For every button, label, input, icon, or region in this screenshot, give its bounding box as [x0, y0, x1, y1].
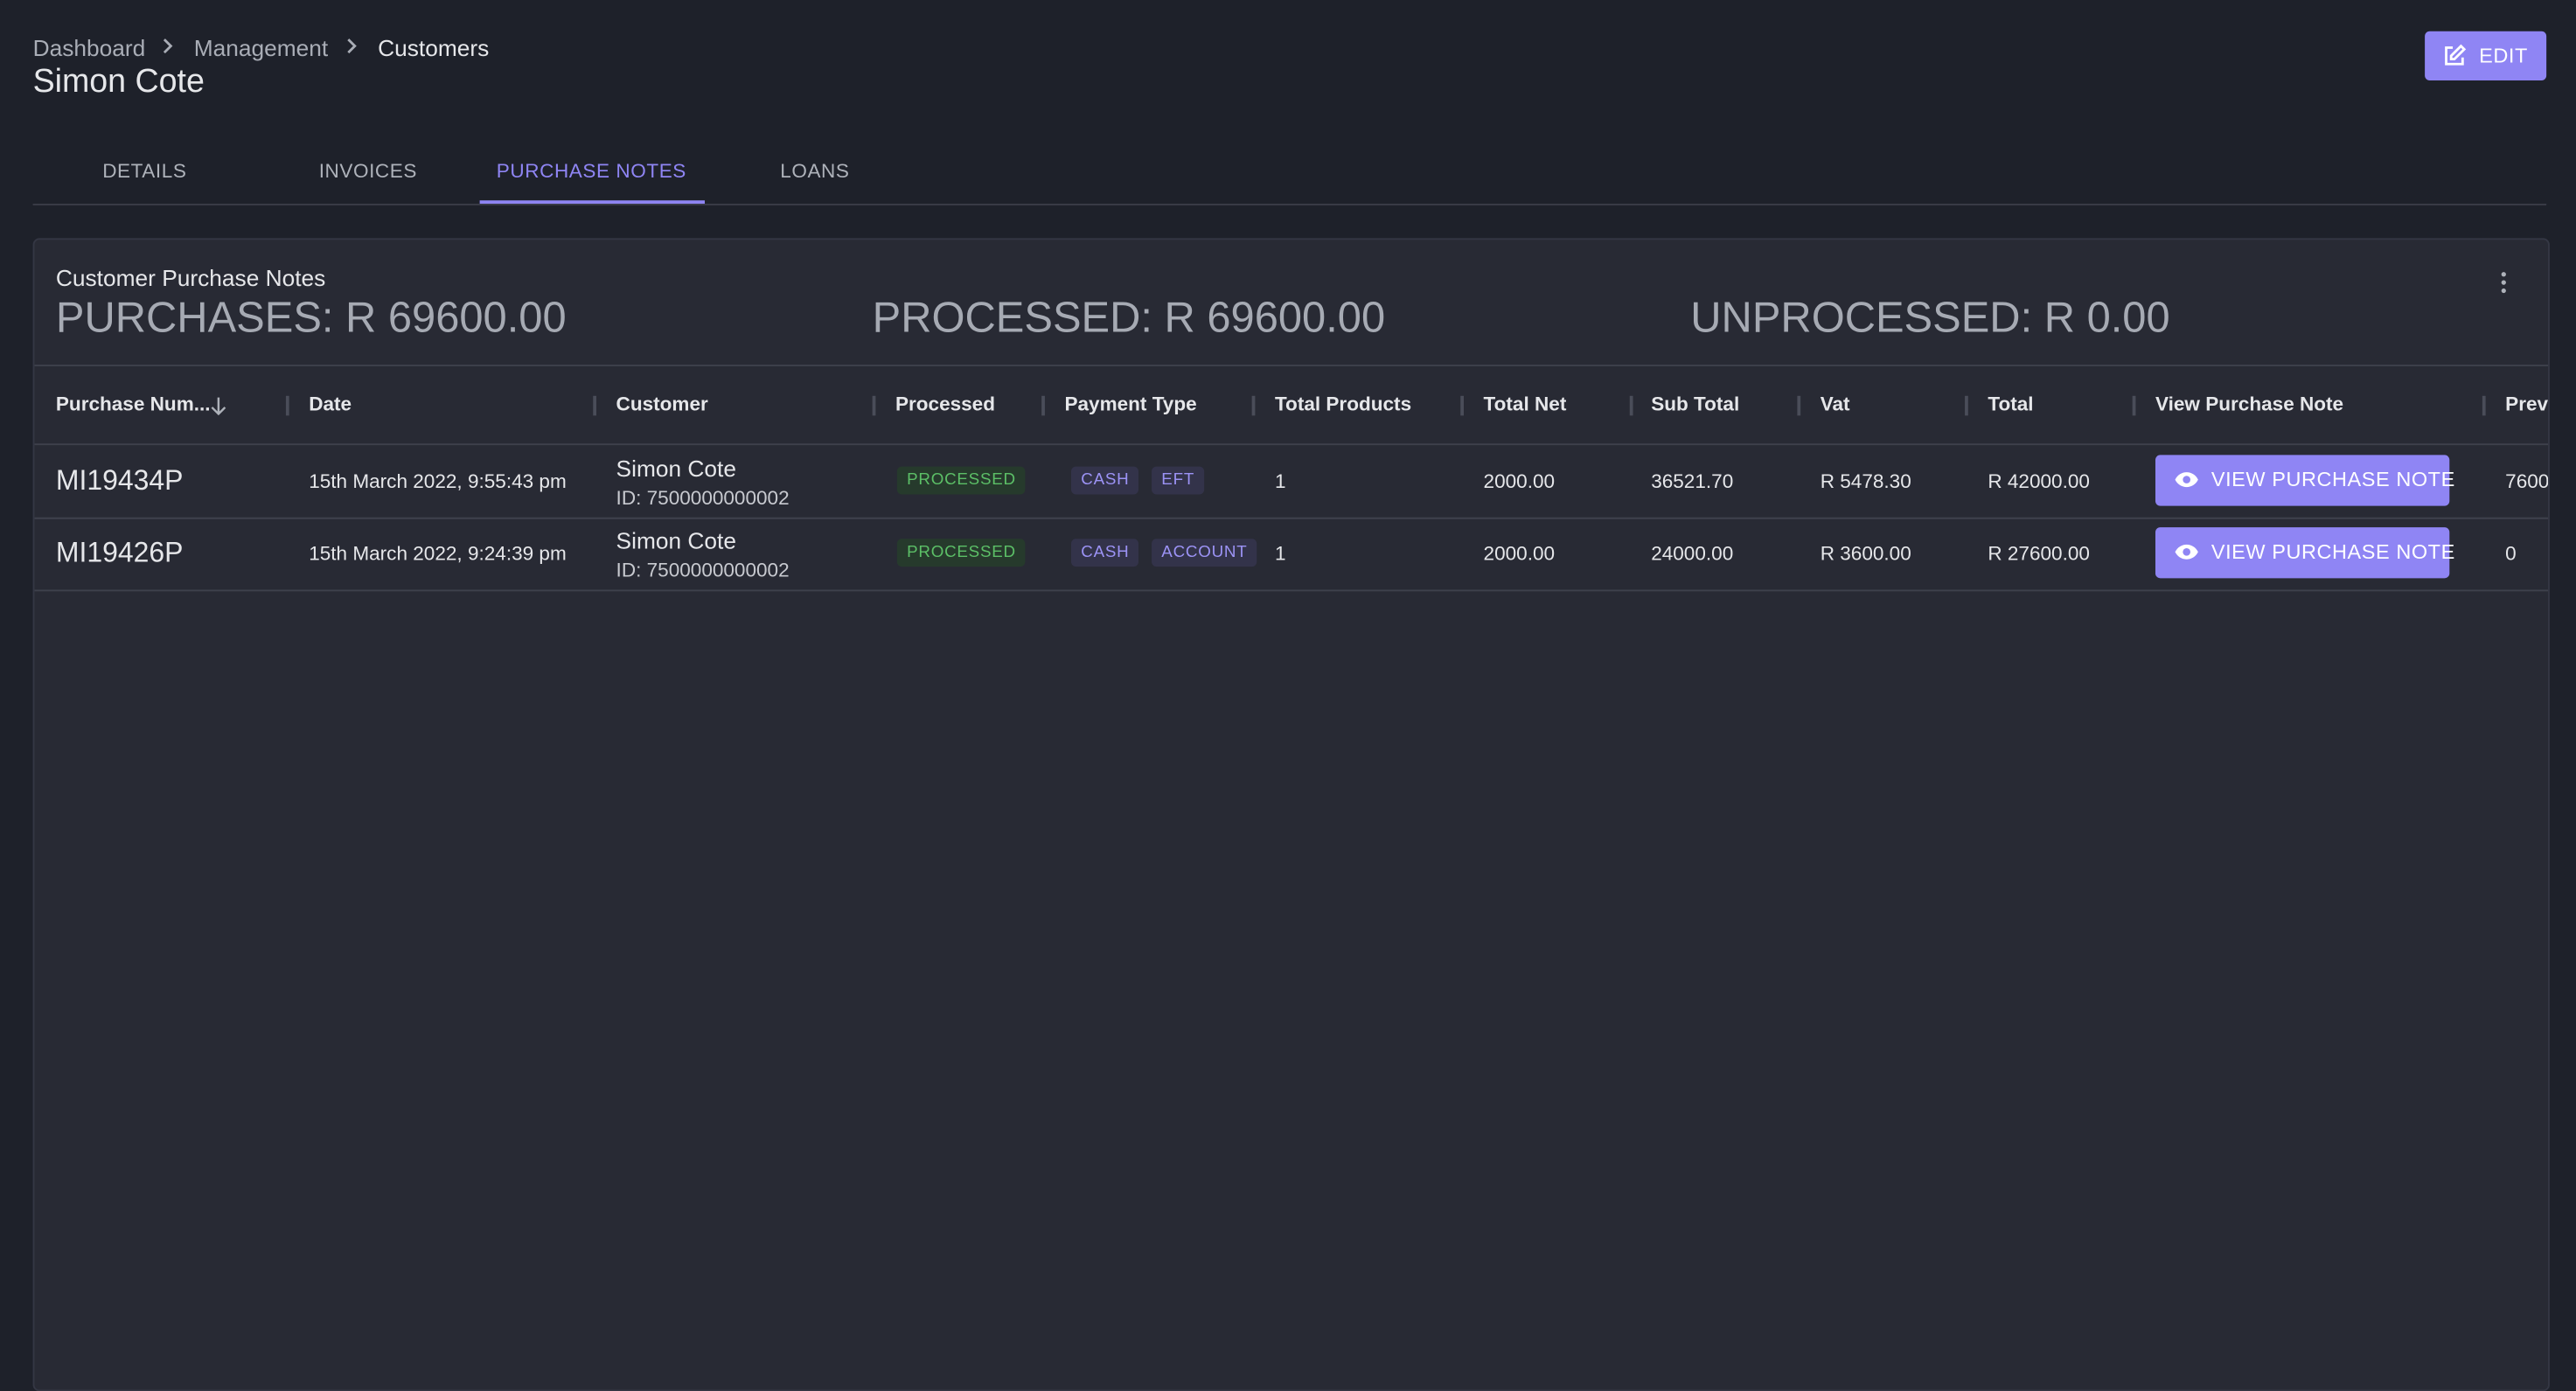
prev: 7600	[2505, 469, 2550, 493]
customer-name: Simon Cote	[616, 527, 736, 554]
divider	[34, 365, 2549, 366]
sort-icon[interactable]	[209, 396, 229, 416]
eye-icon	[2175, 544, 2198, 560]
vat: R 3600.00	[1820, 542, 1911, 566]
prev: 0	[2505, 542, 2517, 566]
total-net: 2000.00	[1483, 469, 1556, 493]
total: R 27600.00	[1988, 542, 2090, 566]
tab[interactable]: LOANS	[780, 159, 850, 183]
column-header[interactable]: Processed	[895, 393, 995, 416]
column-separator	[2132, 395, 2136, 416]
date: 15th March 2022, 9:55:43 pm	[309, 469, 567, 493]
breadcrumb-link[interactable]: Dashboard	[32, 34, 146, 61]
edit-icon	[2445, 44, 2467, 66]
column-header[interactable]: Date	[309, 393, 352, 416]
customer-name: Simon Cote	[616, 455, 736, 482]
customer-id: ID: 7500000000002	[616, 558, 790, 582]
column-separator	[872, 395, 876, 416]
total-products: 1	[1274, 469, 1286, 493]
column-header[interactable]: Total Products	[1274, 393, 1412, 416]
view-purchase-note-button[interactable]: VIEW PURCHASE NOTE	[2155, 527, 2454, 579]
edit-button[interactable]: EDIT	[2425, 31, 2547, 81]
breadcrumb-current: Customers	[378, 34, 490, 61]
payment-chip: EFT	[1152, 466, 1205, 495]
customer-id: ID: 7500000000002	[616, 486, 790, 510]
column-header[interactable]: Customer	[616, 393, 708, 416]
column-header[interactable]: Purchase Num...	[55, 393, 211, 416]
sub-total: 24000.00	[1651, 542, 1734, 566]
column-header[interactable]: Vat	[1820, 393, 1850, 416]
column-separator	[1797, 395, 1801, 416]
column-header[interactable]: Payment Type	[1064, 393, 1197, 416]
tab-active[interactable]: PURCHASE NOTES	[496, 159, 686, 183]
column-separator	[1965, 395, 1968, 416]
tab-indicator	[479, 200, 706, 204]
processed-chip: PROCESSED	[896, 539, 1027, 567]
button-label: VIEW PURCHASE NOTE	[2210, 540, 2455, 564]
tab-divider	[32, 203, 2547, 205]
stat: PROCESSED: R 69600.00	[872, 292, 1386, 342]
chevron	[163, 38, 173, 54]
sub-total: 36521.70	[1651, 469, 1734, 493]
card-title: Customer Purchase Notes	[55, 264, 326, 291]
processed-chip: PROCESSED	[896, 466, 1027, 495]
vat: R 5478.30	[1820, 469, 1911, 493]
tab[interactable]: INVOICES	[318, 159, 417, 183]
date: 15th March 2022, 9:24:39 pm	[309, 542, 567, 566]
total: R 42000.00	[1988, 469, 2090, 493]
column-separator	[1251, 395, 1256, 416]
button-label: VIEW PURCHASE NOTE	[2210, 468, 2455, 491]
column-separator	[1041, 395, 1045, 416]
column-header[interactable]: Total Net	[1483, 393, 1567, 416]
total-products: 1	[1274, 542, 1286, 566]
column-separator	[1629, 395, 1633, 416]
divider	[34, 443, 2549, 446]
breadcrumb-link[interactable]: Management	[193, 34, 329, 61]
payment-chip: ACCOUNT	[1152, 539, 1257, 567]
payment-chip: CASH	[1070, 466, 1139, 495]
eye-icon	[2175, 472, 2198, 488]
column-separator	[593, 395, 597, 416]
purchase-number: MI19434P	[55, 464, 184, 497]
view-purchase-note-button[interactable]: VIEW PURCHASE NOTE	[2155, 455, 2454, 506]
stat: UNPROCESSED: R 0.00	[1690, 292, 2170, 342]
purchase-notes-card: Customer Purchase Notes PURCHASES: R 696…	[32, 238, 2550, 1391]
page-title: Simon Cote	[32, 64, 205, 101]
total-net: 2000.00	[1483, 542, 1556, 566]
divider	[34, 517, 2549, 519]
column-header[interactable]: Sub Total	[1651, 393, 1740, 416]
column-separator	[2482, 395, 2486, 416]
column-header[interactable]: Prev	[2505, 393, 2549, 416]
payment-chip: CASH	[1070, 539, 1139, 567]
chevron	[347, 38, 357, 54]
column-separator	[1460, 395, 1465, 416]
column-separator	[285, 395, 289, 416]
column-header[interactable]: Total	[1988, 393, 2034, 416]
tab[interactable]: DETAILS	[102, 159, 187, 183]
menu-button[interactable]	[2494, 269, 2514, 296]
edit-label: EDIT	[2479, 44, 2528, 68]
stat: PURCHASES: R 69600.00	[55, 292, 567, 342]
column-header[interactable]: View Purchase Note	[2155, 393, 2344, 416]
row-divider	[34, 589, 2549, 592]
purchase-number: MI19426P	[55, 537, 184, 569]
